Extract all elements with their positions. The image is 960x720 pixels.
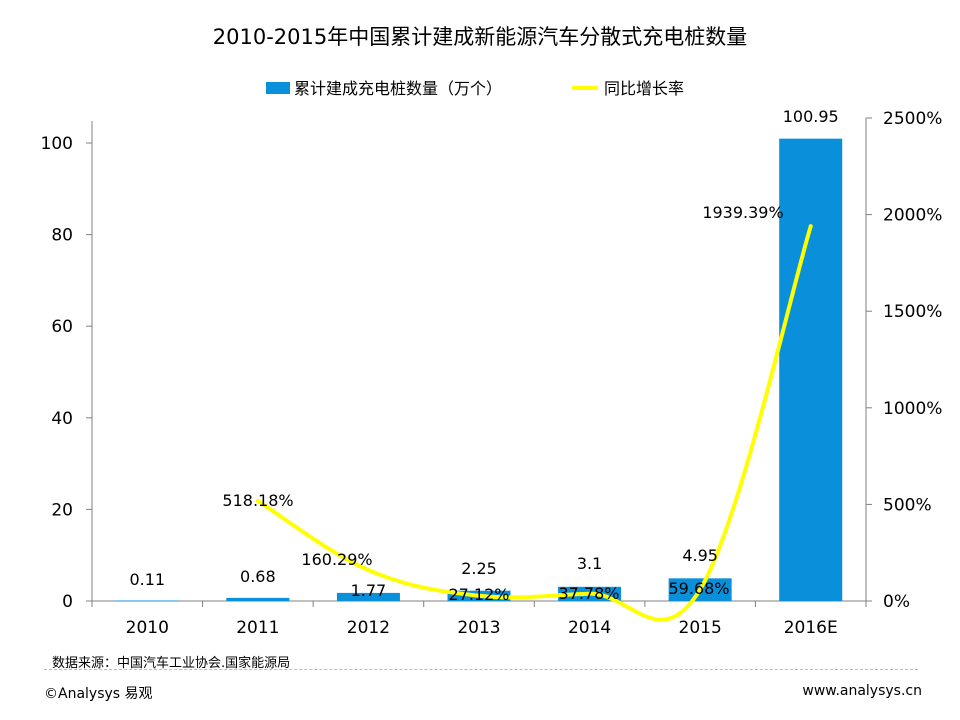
growth-value-label: 27.12% [448, 585, 509, 604]
website-link[interactable]: www.analysys.cn [802, 683, 922, 699]
growth-value-label: 37.78% [558, 584, 619, 603]
growth-point-2016E [808, 224, 813, 229]
x-tick-label: 2014 [568, 618, 611, 638]
growth-value-label: 1939.39% [702, 203, 783, 222]
growth-point-2014 [587, 591, 592, 596]
bar-2010 [115, 600, 179, 601]
bar-value-label: 0.11 [129, 570, 165, 589]
growth-point-2011 [255, 498, 260, 503]
x-tick-label: 2011 [236, 618, 279, 638]
growth-line-series [255, 224, 813, 622]
x-tick-label: 2016E [784, 618, 838, 638]
left-tick-label: 100 [41, 134, 73, 154]
right-tick-label: 2500% [883, 109, 942, 129]
right-tick-label: 2000% [883, 206, 942, 226]
chart-title: 2010-2015年中国累计建成新能源汽车分散式充电桩数量 [213, 25, 747, 49]
x-tick-label: 2013 [457, 618, 500, 638]
right-tick-label: 500% [883, 495, 932, 515]
growth-point-2013 [477, 593, 481, 598]
bar-2016E [779, 138, 843, 602]
bar-value-label: 2.25 [461, 559, 497, 578]
legend: 累计建成充电桩数量（万个） 同比增长率 [266, 79, 684, 98]
right-tick-label: 1000% [883, 399, 942, 419]
growth-point-2015 [698, 587, 703, 592]
legend-label-bar: 累计建成充电桩数量（万个） [294, 79, 502, 98]
left-tick-label: 40 [51, 409, 73, 429]
legend-swatch-bar [266, 82, 290, 94]
bar-value-label: 4.95 [682, 546, 718, 565]
x-tick-label: 2015 [679, 618, 722, 638]
growth-value-label: 59.68% [668, 579, 729, 598]
right-tick-label: 0% [883, 592, 910, 612]
data-source-note: 数据来源：中国汽车工业协会.国家能源局 [52, 656, 291, 671]
copyright-text: ©Analysys 易观 [44, 686, 153, 702]
x-tick-label: 2010 [126, 618, 169, 638]
data-labels: 0.11 0.68 1.77 2.25 3.1 4.95 100.95 518.18% 160.… [129, 107, 838, 604]
left-tick-label: 60 [51, 317, 73, 337]
bar-value-label: 1.77 [351, 581, 387, 600]
bar-value-label: 3.1 [577, 554, 602, 573]
left-tick-label: 0 [62, 592, 73, 612]
x-tick-label: 2012 [347, 618, 390, 638]
bar-2011 [226, 597, 290, 601]
growth-point-2012 [366, 568, 371, 573]
footer-divider [44, 669, 918, 670]
growth-value-label: 160.29% [301, 550, 372, 569]
bar-value-label: 100.95 [783, 107, 839, 126]
left-tick-label: 80 [51, 226, 73, 246]
left-tick-label: 20 [51, 500, 73, 520]
bar-2012 [336, 592, 400, 601]
legend-label-line: 同比增长率 [604, 79, 684, 98]
growth-value-label: 518.18% [222, 491, 293, 510]
axes: 0204060801000%500%1000%1500%2000%2500%20… [41, 109, 943, 638]
bar-value-label: 0.68 [240, 567, 276, 586]
right-tick-label: 1500% [883, 302, 942, 322]
